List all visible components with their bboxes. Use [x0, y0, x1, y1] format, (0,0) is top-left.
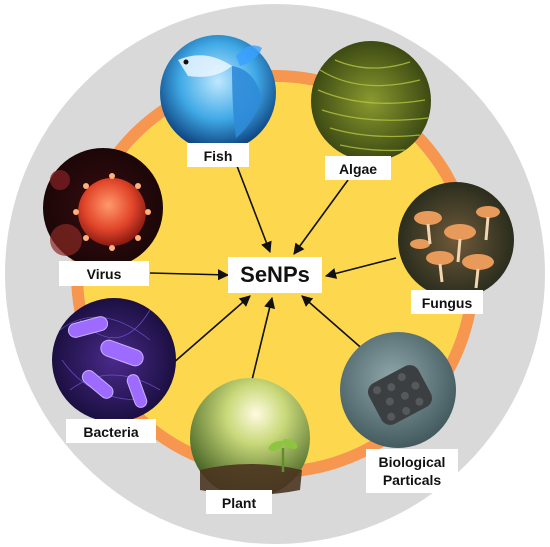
arrow-algae [293, 179, 349, 255]
label-biological-particals: Biological Particals [366, 449, 458, 493]
arrow-fish [236, 165, 272, 254]
arrow-virus [149, 269, 230, 281]
center-label-senps: SeNPs [228, 257, 322, 293]
arrow-fungus [324, 257, 397, 279]
arrow-plant [251, 296, 276, 381]
arrow-biological [301, 295, 367, 353]
algae-photo [311, 41, 431, 161]
fish-photo [160, 35, 276, 151]
label-bacteria: Bacteria [66, 419, 156, 443]
label-fungus: Fungus [411, 290, 483, 314]
bacteria-photo [52, 298, 176, 422]
mushroom-photo [398, 182, 514, 298]
label-algae: Algae [325, 156, 391, 180]
virus-photo [43, 148, 163, 268]
arrows [149, 165, 397, 381]
seedling-photo [190, 378, 310, 498]
biological-particle-photo [340, 332, 456, 448]
label-virus: Virus [59, 261, 149, 286]
label-fish: Fish [187, 143, 249, 167]
arrow-bacteria [171, 295, 251, 365]
label-plant: Plant [206, 490, 272, 514]
